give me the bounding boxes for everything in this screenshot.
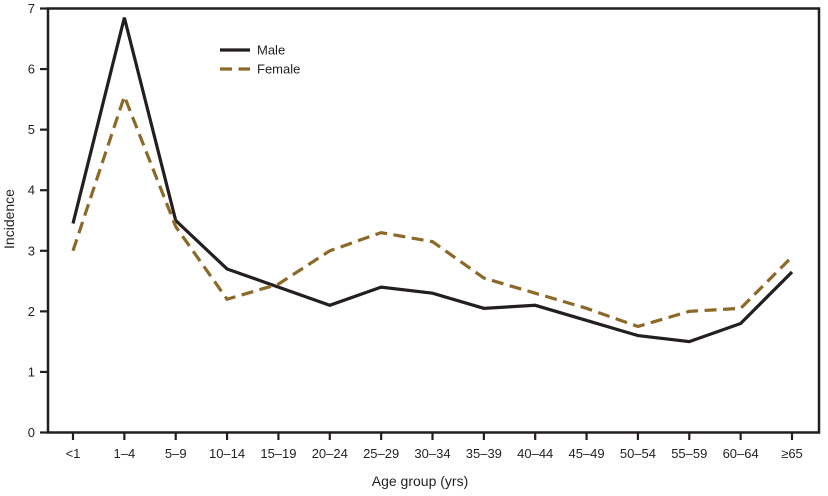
legend-female-label: Female — [257, 62, 300, 77]
y-tick-label: 4 — [28, 183, 35, 198]
plot-border — [46, 7, 821, 434]
female-series-line — [71, 91, 794, 329]
y-tick-label: 2 — [28, 304, 35, 319]
male-series-line — [71, 17, 794, 344]
x-tick-label: <1 — [66, 446, 81, 461]
y-axis-title: Incidence — [1, 189, 17, 249]
y-tick-label: 5 — [28, 122, 35, 137]
x-tick-label: 30–34 — [414, 446, 450, 461]
x-tick-label: 40–44 — [517, 446, 553, 461]
x-tick-label: 15–19 — [260, 446, 296, 461]
x-tick-label: 55–59 — [671, 446, 707, 461]
y-tick-label: 1 — [28, 364, 35, 379]
y-tick-label: 6 — [28, 62, 35, 77]
x-tick-label: 1–4 — [114, 446, 136, 461]
x-axis-title: Age group (yrs) — [372, 473, 468, 489]
x-tick-label: 60–64 — [723, 446, 759, 461]
x-tick-label: 35–39 — [466, 446, 502, 461]
x-tick-label: 10–14 — [209, 446, 245, 461]
x-tick-label: 45–49 — [568, 446, 604, 461]
x-tick-label: ≥65 — [781, 446, 803, 461]
x-tick-label: 5–9 — [165, 446, 187, 461]
x-tick-label: 20–24 — [312, 446, 348, 461]
y-tick-label: 0 — [28, 425, 35, 440]
y-tick-label: 3 — [28, 243, 35, 258]
y-tick-label: 7 — [28, 1, 35, 16]
x-tick-label: 50–54 — [620, 446, 656, 461]
x-tick-label: 25–29 — [363, 446, 399, 461]
plot-area: 0 1 2 3 4 5 6 7 <1 1–4 5–9 10–14 15–19 20–24 25–29 30–3… — [28, 1, 821, 461]
legend-male-label: Male — [257, 43, 285, 58]
